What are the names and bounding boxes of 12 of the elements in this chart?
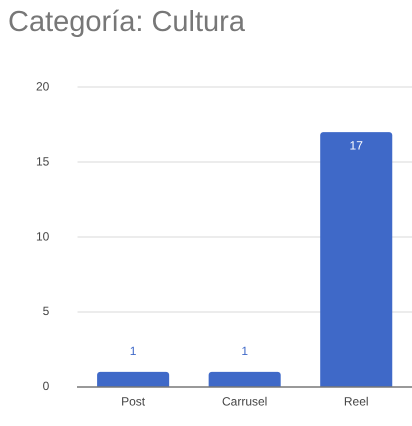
y-tick-label: 0 [42, 379, 50, 394]
y-tick-label: 10 [36, 229, 50, 244]
data-label: 1 [241, 344, 248, 358]
x-tick-label: Carrusel [222, 394, 268, 408]
chart-title: Categoría: Cultura [8, 6, 245, 39]
data-label: 17 [350, 138, 364, 152]
y-tick-label: 5 [42, 304, 50, 318]
y-tick-label: 20 [36, 80, 50, 94]
y-tick-label: 15 [36, 154, 50, 168]
data-label: 1 [130, 344, 137, 358]
x-tick-label: Post [121, 394, 146, 408]
x-tick-label: Reel [344, 394, 369, 408]
